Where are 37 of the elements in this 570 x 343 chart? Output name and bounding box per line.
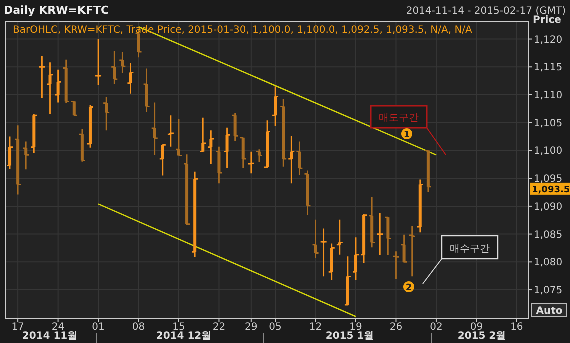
annotation: 매도구간 [379, 113, 419, 124]
y-tick-label: 1,100 [534, 146, 563, 158]
annotation: 1 [404, 130, 410, 140]
chart-subtitle: 2014-11-14 - 2015-02-17 (GMT) [406, 6, 566, 17]
text: 2014 11월 [22, 331, 78, 342]
x-tick-label: 17 [12, 322, 24, 333]
y-tick-label: 1,115 [534, 62, 563, 74]
y-tick-label: 1,095 [534, 174, 563, 186]
x-tick-label: 26 [390, 322, 403, 333]
y-tick-label: 1,105 [534, 118, 563, 130]
text: 2015 1월 [326, 331, 374, 342]
annotation: 매수구간 [450, 244, 490, 255]
y-tick-label: 1,085 [534, 230, 563, 241]
text: 2015 2월 [458, 331, 506, 342]
x-tick-label: 05 [269, 322, 282, 333]
chart-title: Daily KRW=KFTC [4, 4, 110, 17]
annotation: 2 [406, 284, 412, 294]
x-tick-label: 29 [245, 322, 258, 333]
y-tick-label: 1,090 [534, 202, 563, 213]
x-tick-label: 12 [309, 322, 322, 333]
text: 2014 12월 [156, 331, 212, 342]
text: Auto [536, 306, 563, 317]
y-axis-title: Price [533, 15, 562, 26]
x-tick-label: 15 [172, 322, 186, 333]
text: 1,093.5 [532, 185, 570, 196]
y-tick-label: 1,075 [534, 286, 563, 297]
x-tick-label: 16 [510, 322, 524, 333]
x-tick-label: 22 [212, 322, 226, 333]
y-tick-label: 1,120 [534, 34, 563, 46]
x-tick-label: 01 [92, 322, 105, 333]
x-tick-label: 19 [350, 322, 362, 333]
x-tick-label: 09 [470, 322, 484, 333]
x-tick-label: 24 [52, 322, 65, 333]
x-tick-label: 08 [132, 322, 146, 333]
y-tick-label: 1,080 [534, 258, 563, 269]
y-tick-label: 1,110 [534, 90, 563, 102]
x-tick-label: 02 [430, 322, 443, 333]
